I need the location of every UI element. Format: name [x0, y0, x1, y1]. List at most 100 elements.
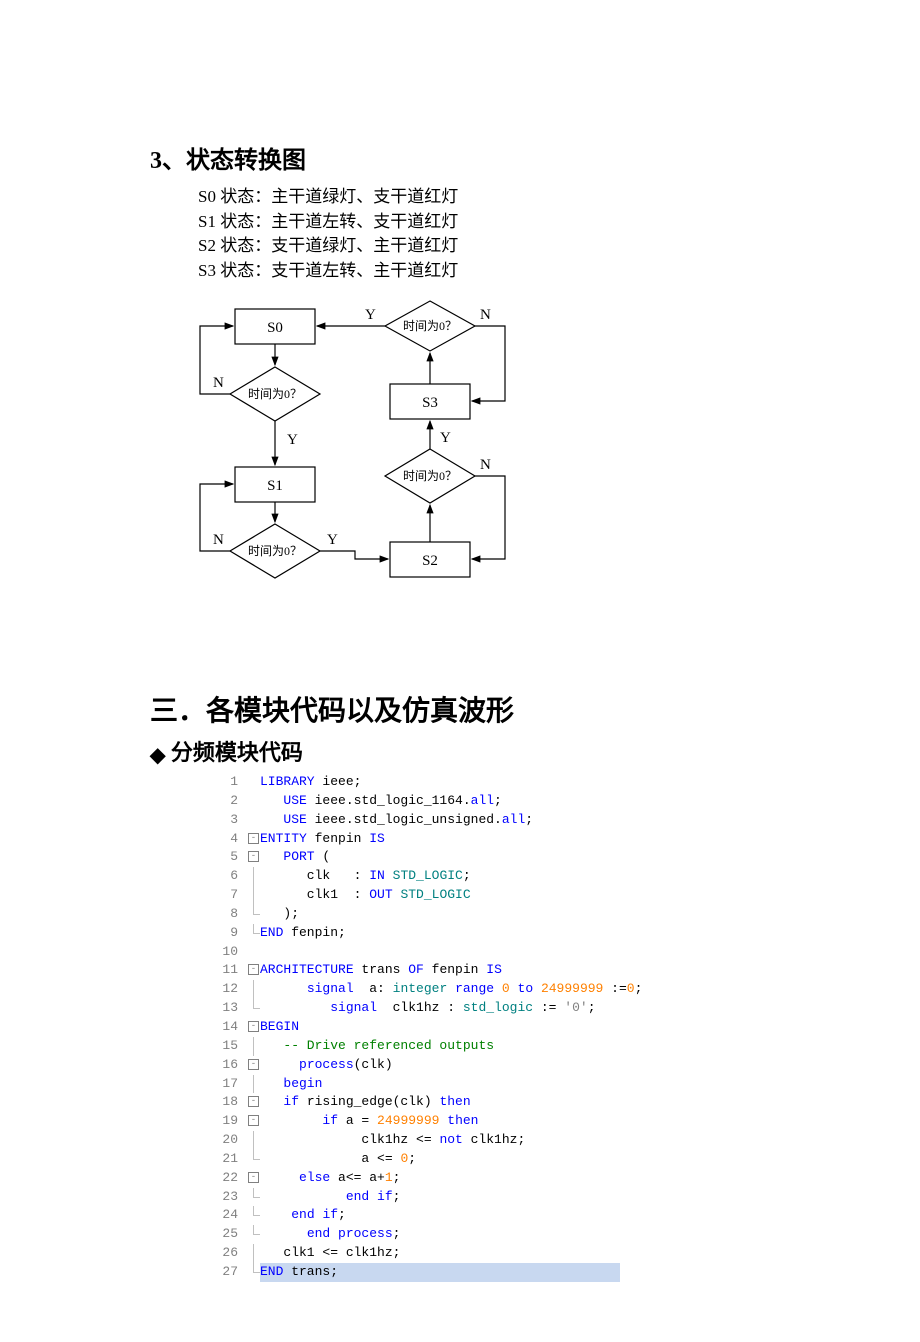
state-flowchart: S0 S1 S3 S2 时间为0？ 时间为0？ 时间为0？	[175, 299, 535, 609]
fold-gutter	[246, 1037, 260, 1056]
svg-text:S1: S1	[267, 478, 283, 494]
state-s2-desc: S2 状态：支干道绿灯、主干道红灯	[198, 234, 770, 259]
fold-gutter	[246, 1188, 260, 1207]
fold-toggle-icon[interactable]: -	[248, 1172, 259, 1183]
fold-toggle-icon[interactable]: -	[248, 1096, 259, 1107]
code-line: 11-ARCHITECTURE trans OF fenpin IS	[210, 961, 640, 980]
line-number: 21	[210, 1150, 246, 1169]
fold-toggle-icon[interactable]: -	[248, 1115, 259, 1126]
line-number: 25	[210, 1225, 246, 1244]
code-line: 4-ENTITY fenpin IS	[210, 830, 640, 849]
code-line: 18- if rising_edge(clk) then	[210, 1093, 640, 1112]
code-line: 17 begin	[210, 1075, 640, 1094]
code-line: 25 end process;	[210, 1225, 640, 1244]
code-text: if rising_edge(clk) then	[260, 1093, 471, 1112]
fold-gutter	[246, 773, 260, 792]
code-line: 9END fenpin;	[210, 924, 640, 943]
code-line: 22- else a<= a+1;	[210, 1169, 640, 1188]
code-text: ARCHITECTURE trans OF fenpin IS	[260, 961, 502, 980]
code-line: 27END trans;	[210, 1263, 640, 1282]
code-text: end if;	[260, 1206, 346, 1225]
code-text: begin	[260, 1075, 322, 1094]
fold-toggle-icon[interactable]: -	[248, 833, 259, 844]
fold-gutter: -	[246, 961, 260, 980]
line-number: 24	[210, 1206, 246, 1225]
fold-gutter	[246, 980, 260, 999]
code-line: 7 clk1 : OUT STD_LOGIC	[210, 886, 640, 905]
code-line: 21 a <= 0;	[210, 1150, 640, 1169]
line-number: 19	[210, 1112, 246, 1131]
fold-toggle-icon[interactable]: -	[248, 964, 259, 975]
svg-text:N: N	[213, 532, 224, 548]
line-number: 15	[210, 1037, 246, 1056]
line-number: 26	[210, 1244, 246, 1263]
fold-gutter	[246, 792, 260, 811]
code-line: 19- if a = 24999999 then	[210, 1112, 640, 1131]
code-text: ENTITY fenpin IS	[260, 830, 385, 849]
code-text: clk : IN STD_LOGIC;	[260, 867, 471, 886]
fold-gutter	[246, 1131, 260, 1150]
code-line: 16- process(clk)	[210, 1056, 640, 1075]
svg-text:时间为0？: 时间为0？	[403, 319, 457, 333]
svg-text:N: N	[213, 375, 224, 391]
fold-gutter: -	[246, 1056, 260, 1075]
line-number: 4	[210, 830, 246, 849]
fold-gutter: -	[246, 1169, 260, 1188]
line-number: 8	[210, 905, 246, 924]
fold-gutter	[246, 924, 260, 943]
line-number: 18	[210, 1093, 246, 1112]
fold-gutter	[246, 905, 260, 924]
line-number: 17	[210, 1075, 246, 1094]
line-number: 3	[210, 811, 246, 830]
fold-gutter	[246, 867, 260, 886]
fold-gutter: -	[246, 1093, 260, 1112]
svg-text:Y: Y	[327, 532, 338, 548]
fold-gutter	[246, 1244, 260, 1263]
line-number: 22	[210, 1169, 246, 1188]
line-number: 11	[210, 961, 246, 980]
fold-gutter	[246, 999, 260, 1018]
svg-text:N: N	[480, 457, 491, 473]
fold-gutter	[246, 1206, 260, 1225]
code-text: -- Drive referenced outputs	[260, 1037, 494, 1056]
code-text: end process;	[260, 1225, 400, 1244]
code-text: signal a: integer range 0 to 24999999 :=…	[260, 980, 642, 999]
main-section-3-heading: 三．各模块代码以及仿真波形	[150, 689, 770, 729]
line-number: 14	[210, 1018, 246, 1037]
code-text: if a = 24999999 then	[260, 1112, 479, 1131]
fold-gutter	[246, 1075, 260, 1094]
code-text: BEGIN	[260, 1018, 299, 1037]
fold-gutter: -	[246, 830, 260, 849]
code-line: 10	[210, 943, 640, 962]
line-number: 9	[210, 924, 246, 943]
fold-gutter	[246, 886, 260, 905]
svg-text:Y: Y	[287, 432, 298, 448]
line-number: 10	[210, 943, 246, 962]
fold-gutter	[246, 1225, 260, 1244]
line-number: 13	[210, 999, 246, 1018]
document-page: 3、状态转换图 S0 状态：主干道绿灯、支干道红灯 S1 状态：主干道左转、支干…	[0, 0, 920, 1342]
code-text: clk1 : OUT STD_LOGIC	[260, 886, 471, 905]
code-line: 8 );	[210, 905, 640, 924]
code-text: else a<= a+1;	[260, 1169, 400, 1188]
svg-text:Y: Y	[365, 307, 376, 323]
code-text: clk1 <= clk1hz;	[260, 1244, 400, 1263]
svg-text:时间为0？: 时间为0？	[248, 387, 302, 401]
code-line: 2 USE ieee.std_logic_1164.all;	[210, 792, 640, 811]
fold-toggle-icon[interactable]: -	[248, 851, 259, 862]
line-number: 6	[210, 867, 246, 886]
fold-toggle-icon[interactable]: -	[248, 1021, 259, 1032]
code-line: 1LIBRARY ieee;	[210, 773, 640, 792]
line-number: 7	[210, 886, 246, 905]
fold-gutter: -	[246, 1018, 260, 1037]
code-text: PORT (	[260, 848, 330, 867]
state-s1-desc: S1 状态：主干道左转、支干道红灯	[198, 210, 770, 235]
diamond-bullet-icon: ◆	[150, 744, 165, 766]
code-line: 15 -- Drive referenced outputs	[210, 1037, 640, 1056]
line-number: 27	[210, 1263, 246, 1282]
svg-text:Y: Y	[440, 430, 451, 446]
fold-toggle-icon[interactable]: -	[248, 1059, 259, 1070]
line-number: 5	[210, 848, 246, 867]
line-number: 16	[210, 1056, 246, 1075]
svg-text:时间为0？: 时间为0？	[403, 469, 457, 483]
